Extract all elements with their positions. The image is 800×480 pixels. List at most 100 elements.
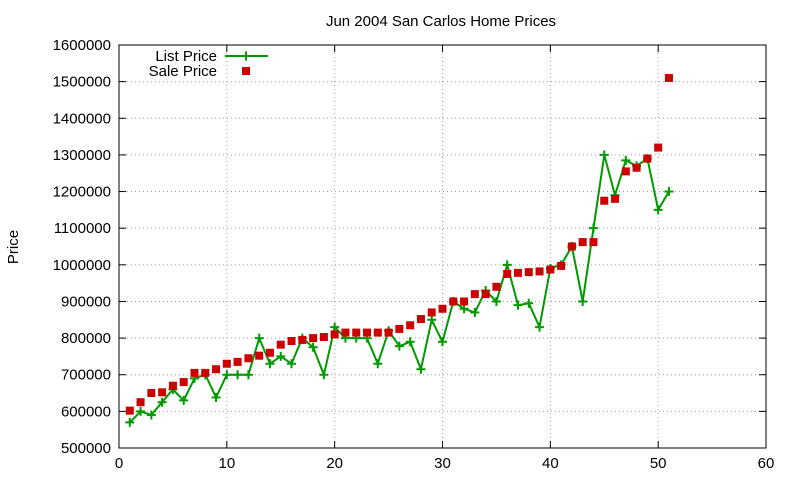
- list-price-point: [146, 410, 156, 420]
- list-price-point: [427, 315, 437, 325]
- list-price-point: [394, 341, 404, 351]
- list-price-point: [179, 395, 189, 405]
- sale-price-point: [212, 365, 221, 374]
- sale-price-point: [309, 334, 318, 343]
- x-tick-label: 0: [115, 455, 123, 472]
- sale-price-point: [125, 406, 134, 415]
- y-axis-label: Price: [5, 230, 22, 264]
- sale-price-point: [578, 238, 587, 247]
- sale-price-point: [276, 340, 285, 349]
- sale-price-point: [158, 388, 167, 397]
- list-price-point: [265, 359, 275, 369]
- sale-price-point: [427, 308, 436, 317]
- list-price-point: [222, 370, 232, 380]
- sale-price-point: [470, 290, 479, 299]
- list-price-point: [157, 397, 167, 407]
- chart-title: Jun 2004 San Carlos Home Prices: [326, 13, 556, 30]
- sale-price-point: [438, 304, 447, 313]
- sale-price-point: [147, 389, 156, 398]
- sale-price-point: [643, 154, 652, 163]
- y-tick-label: 1300000: [53, 147, 111, 164]
- list-price-point: [535, 322, 545, 332]
- list-price-point: [308, 342, 318, 352]
- list-price-point: [405, 337, 415, 347]
- sale-price-point: [460, 297, 469, 306]
- sale-price-point: [546, 265, 555, 274]
- list-price-point: [136, 406, 146, 416]
- sale-price-point: [287, 337, 296, 346]
- list-price-point: [621, 155, 631, 165]
- sale-price-point: [319, 332, 328, 341]
- sale-price-point: [524, 268, 533, 277]
- legend-plus-marker: [241, 51, 251, 61]
- sale-price-point: [557, 261, 566, 270]
- x-tick-label: 50: [650, 455, 667, 472]
- list-price-point: [459, 304, 469, 314]
- legend-label-1: Sale Price: [149, 63, 217, 80]
- list-price-point: [319, 370, 329, 380]
- y-tick-label: 800000: [61, 330, 111, 347]
- legend-label-0: List Price: [155, 48, 217, 65]
- series-layer: [125, 73, 674, 427]
- sale-price-point: [384, 328, 393, 337]
- sale-price-point: [632, 163, 641, 172]
- list-price-point: [233, 370, 243, 380]
- sale-price-point: [664, 73, 673, 82]
- series-1: [125, 73, 673, 415]
- list-price-point: [254, 333, 264, 343]
- sale-price-point: [600, 196, 609, 205]
- sale-price-point: [535, 267, 544, 276]
- sale-price-point: [513, 268, 522, 277]
- grid-lines: [119, 45, 766, 448]
- sale-price-point: [373, 328, 382, 337]
- sale-price-point: [233, 357, 242, 366]
- list-price-point: [287, 359, 297, 369]
- axes: 0 10 20 30 40 50 60 500000 600000 700000 800000 900…: [53, 37, 775, 472]
- sale-price-point: [352, 328, 361, 337]
- list-price-point: [491, 296, 501, 306]
- sale-price-point: [589, 238, 598, 247]
- sale-price-point: [341, 328, 350, 337]
- sale-price-point: [395, 324, 404, 333]
- list-price-point: [524, 298, 534, 308]
- list-price-point: [243, 370, 253, 380]
- sale-price-point: [611, 194, 620, 203]
- list-price-point: [502, 260, 512, 270]
- sale-price-point: [190, 368, 199, 377]
- x-tick-label: 20: [326, 455, 343, 472]
- list-price-point: [416, 364, 426, 374]
- list-price-point: [470, 307, 480, 317]
- sale-price-point: [298, 335, 307, 344]
- sale-price-point: [330, 330, 339, 339]
- sale-price-point: [255, 351, 264, 360]
- x-tick-label: 10: [218, 455, 235, 472]
- sale-price-point: [363, 328, 372, 337]
- sale-price-point: [179, 378, 188, 387]
- sale-price-point: [481, 290, 490, 299]
- x-tick-label: 60: [758, 455, 775, 472]
- legend-square-marker: [242, 67, 250, 75]
- list-price-line: [129, 153, 670, 424]
- sale-price-point: [201, 368, 210, 377]
- sale-price-point: [136, 398, 145, 407]
- list-price-point: [653, 205, 663, 215]
- list-price-point: [373, 359, 383, 369]
- sale-price-point: [503, 269, 512, 278]
- y-tick-label: 900000: [61, 293, 111, 310]
- sale-price-point: [168, 381, 177, 390]
- sale-price-point: [265, 348, 274, 357]
- sale-price-point: [244, 354, 253, 363]
- y-tick-label: 700000: [61, 367, 111, 384]
- x-tick-label: 30: [434, 455, 451, 472]
- list-price-point: [211, 392, 221, 402]
- y-tick-label: 500000: [61, 440, 111, 457]
- sale-price-point: [449, 297, 458, 306]
- list-price-point: [330, 322, 340, 332]
- list-price-point: [588, 223, 598, 233]
- sale-price-point: [492, 282, 501, 291]
- list-price-point: [513, 300, 523, 310]
- y-tick-label: 1400000: [53, 110, 111, 127]
- y-tick-label: 1000000: [53, 257, 111, 274]
- y-tick-label: 600000: [61, 403, 111, 420]
